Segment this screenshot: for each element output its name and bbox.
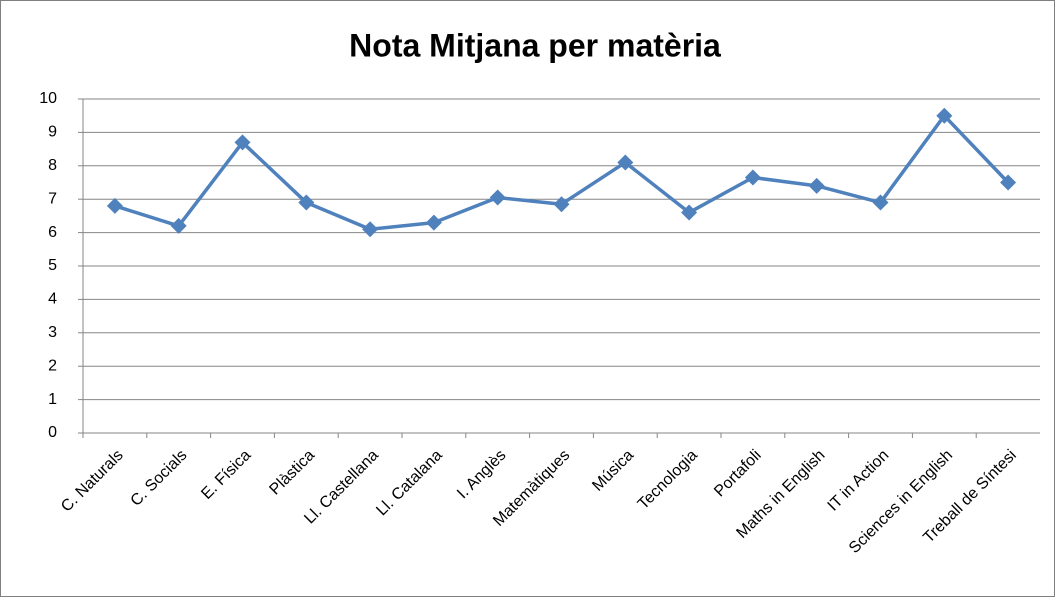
data-point [298, 194, 315, 211]
data-point [872, 194, 889, 211]
data-point [553, 196, 570, 213]
data-point [1000, 174, 1017, 191]
data-point [170, 217, 187, 234]
y-tick-label: 2 [48, 357, 57, 374]
y-tick-label: 1 [48, 391, 57, 408]
data-point [744, 169, 761, 186]
y-tick-label: 5 [48, 257, 57, 274]
data-point [362, 221, 379, 238]
data-point [617, 154, 634, 171]
data-point [808, 177, 825, 194]
y-tick-label: 3 [48, 324, 57, 341]
data-point [106, 197, 123, 214]
chart-title: Nota Mitjana per matèria [349, 27, 721, 63]
y-tick-label: 8 [48, 157, 57, 174]
y-tick-label: 0 [48, 424, 57, 441]
data-point [489, 189, 506, 206]
data-point [936, 107, 953, 124]
y-tick-label: 9 [48, 124, 57, 141]
data-point [681, 204, 698, 221]
y-tick-label: 4 [48, 291, 57, 308]
data-point [425, 214, 442, 231]
y-tick-label: 10 [39, 90, 57, 107]
data-point [234, 134, 251, 151]
y-tick-label: 7 [48, 190, 57, 207]
y-tick-label: 6 [48, 224, 57, 241]
